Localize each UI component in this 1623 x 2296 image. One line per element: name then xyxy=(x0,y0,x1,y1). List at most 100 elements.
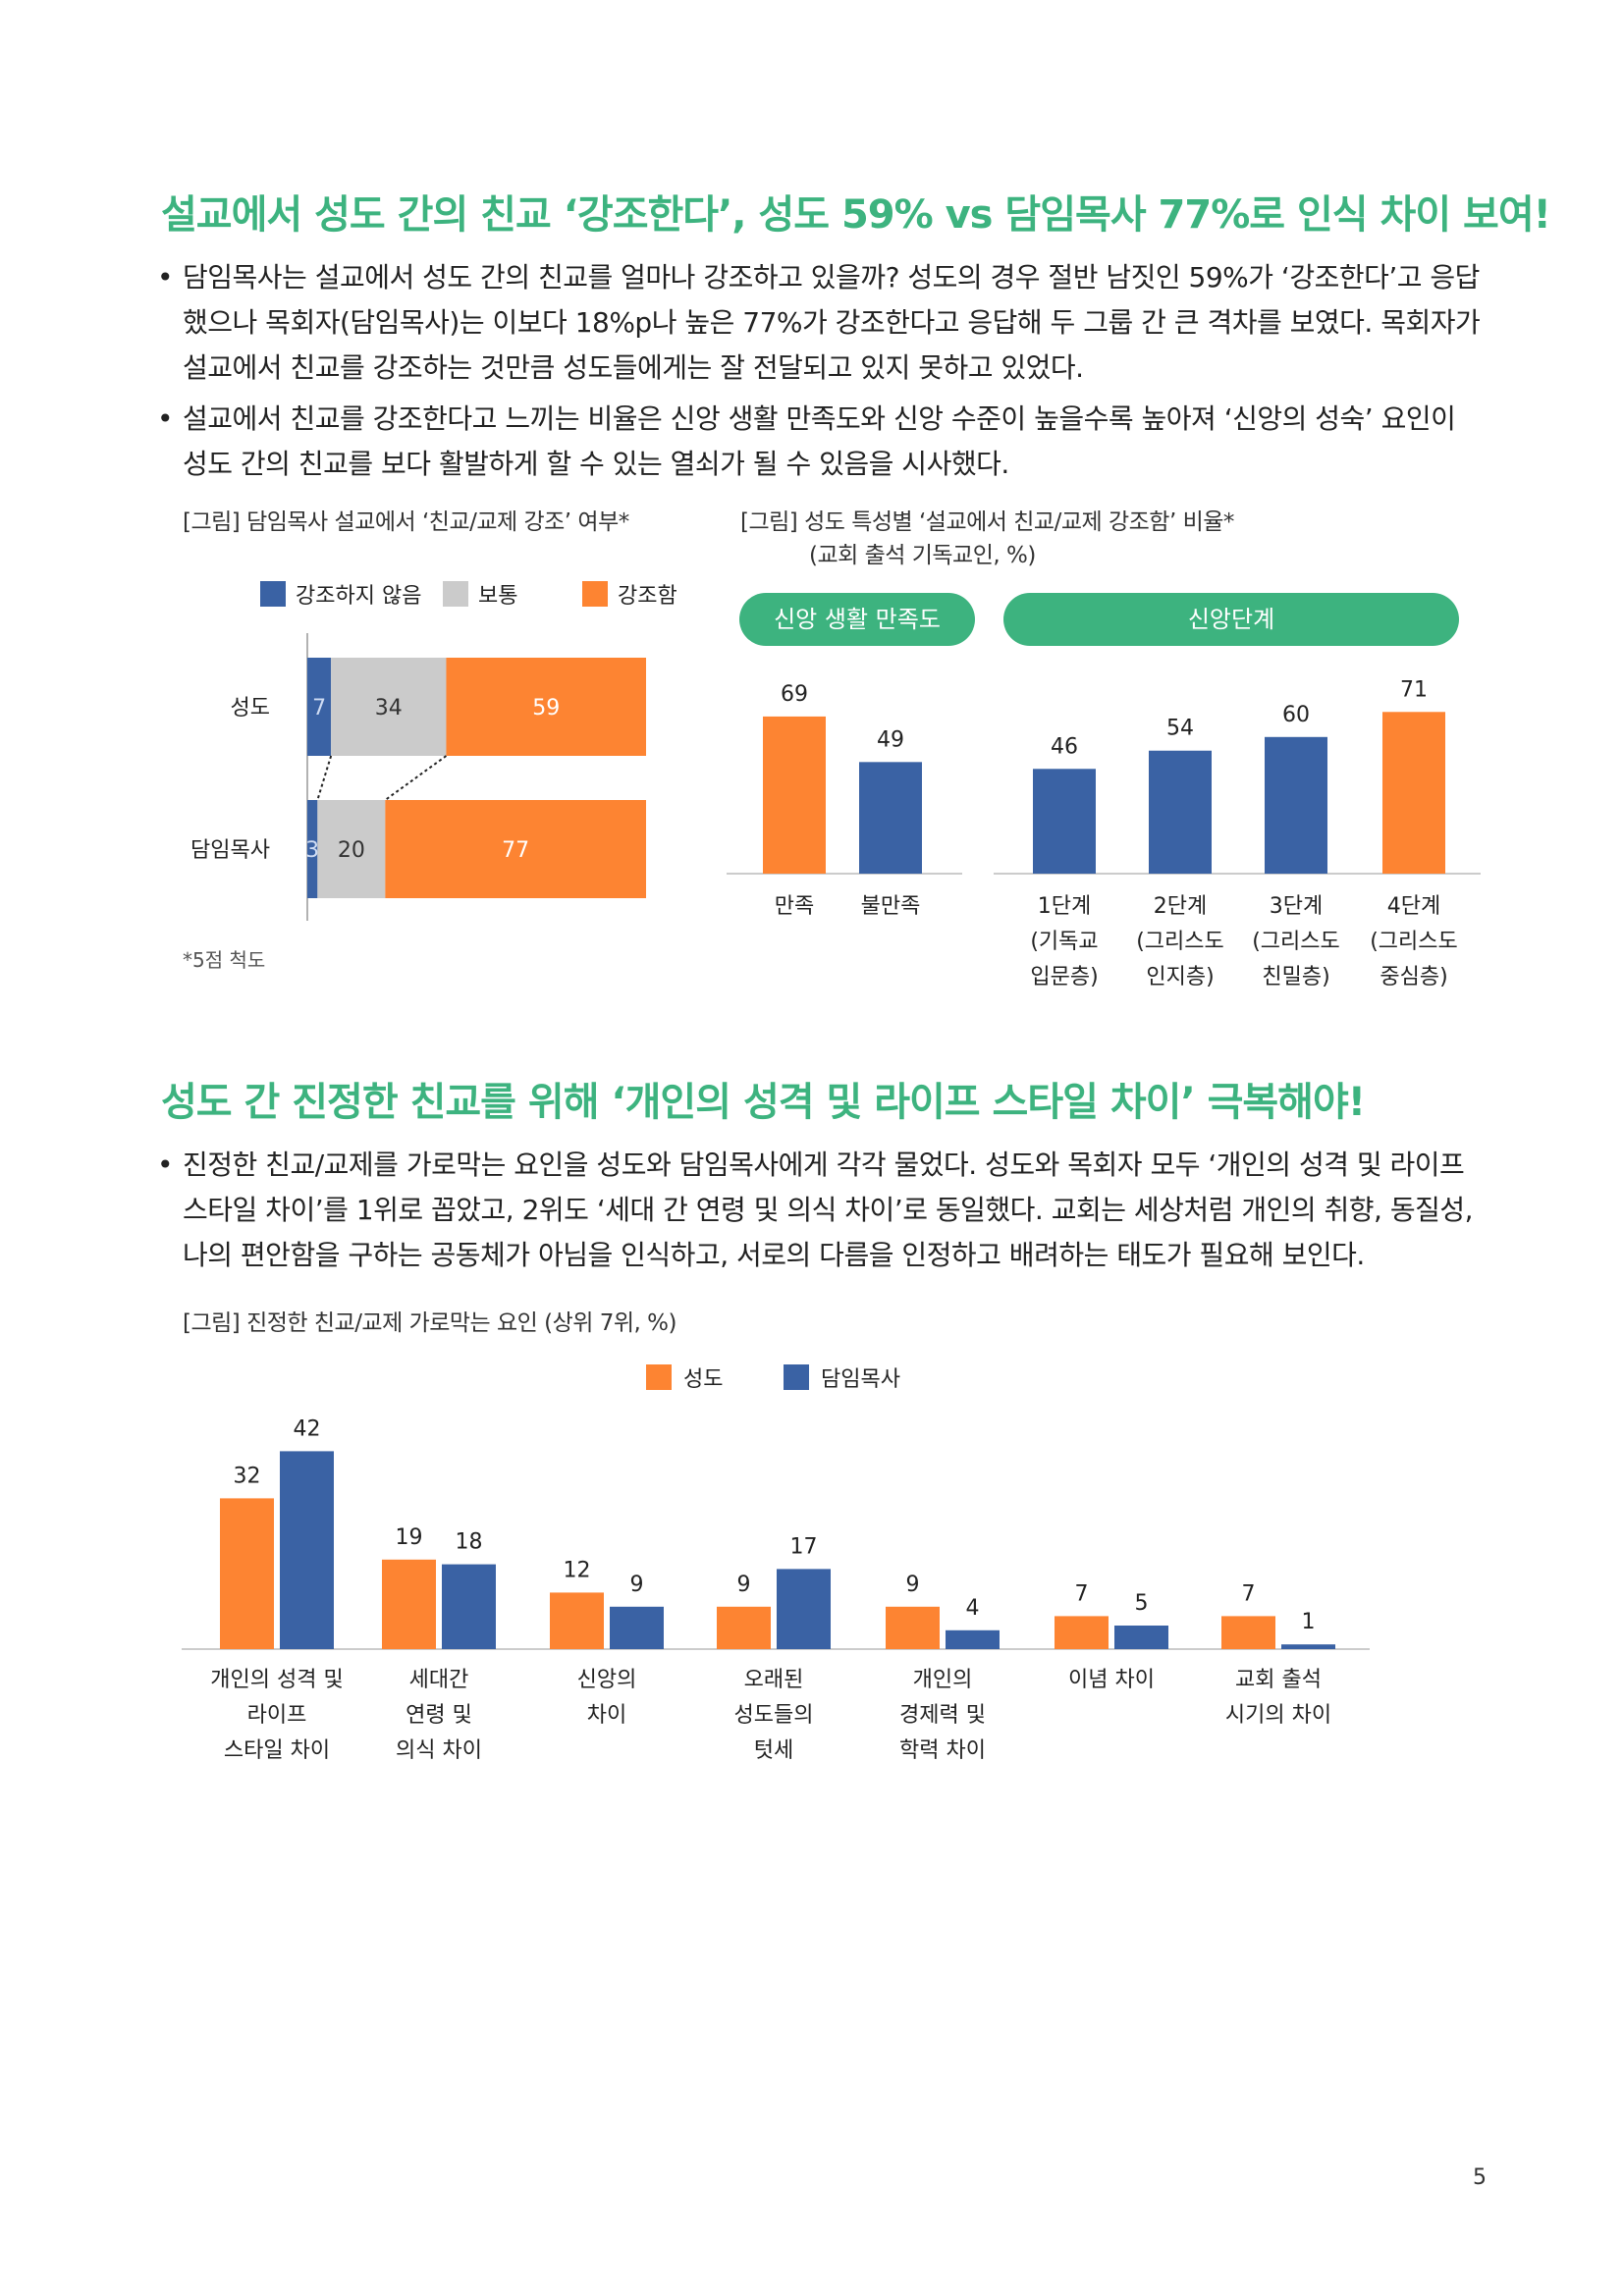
data-label: 7 xyxy=(312,696,326,721)
data-label: 71 xyxy=(1400,677,1428,702)
bullet-text: 진정한 친교/교제를 가로막는 요인을 성도와 담임목사에게 각각 물었다. 성… xyxy=(183,1148,1474,1271)
tick-label: 개인의 경제력 및 학력 차이 xyxy=(899,1668,986,1763)
bar xyxy=(550,1592,604,1649)
data-label: 77 xyxy=(502,838,529,863)
bullet-text: 담임목사는 설교에서 성도 간의 친교를 얼마나 강조하고 있을까? 성도의 경… xyxy=(183,261,1481,384)
figure2-chart: 69 만족 49 불만족 46 1단계 (기독교 입문층) 54 2단계 (그리스도 인지층) 60 3단… xyxy=(727,677,1481,989)
bar-segment xyxy=(307,658,332,756)
bar xyxy=(610,1606,664,1649)
section1-heading: 설교에서 성도 간의 친교 ‘강조한다’, 성도 59% vs 담임목사 77%… xyxy=(161,192,1551,238)
category-label: 성도 xyxy=(231,696,270,721)
data-label: 1 xyxy=(1302,1610,1316,1634)
bar xyxy=(859,762,922,874)
legend-label: 성도 xyxy=(683,1367,723,1392)
legend-swatch xyxy=(784,1364,809,1390)
tick-label: 신앙의 차이 xyxy=(577,1668,637,1728)
bar-segment xyxy=(385,800,646,898)
group-label-faith-stage: 신앙단계 xyxy=(1003,593,1459,646)
tick-label: 만족 xyxy=(775,894,814,919)
data-label: 46 xyxy=(1051,734,1078,759)
data-label: 34 xyxy=(375,696,403,721)
figure1-note: *5점 척도 xyxy=(183,948,266,972)
tick-label: 4단계 (그리스도 중심층) xyxy=(1370,894,1458,989)
bullet-dot: • xyxy=(157,261,174,294)
bar xyxy=(1033,769,1096,874)
figure2-subcaption: (교회 출석 기독교인, %) xyxy=(809,543,1036,568)
group-label-satisfaction: 신앙 생활 만족도 xyxy=(739,593,975,646)
data-label: 42 xyxy=(294,1416,321,1441)
tick-label: 교회 출석 시기의 차이 xyxy=(1225,1668,1331,1728)
page-number: 5 xyxy=(1473,2165,1487,2190)
bar xyxy=(1382,712,1445,874)
bar-segment xyxy=(446,658,646,756)
bullet-dot: • xyxy=(157,1148,174,1181)
data-label: 7 xyxy=(1242,1581,1256,1606)
tick-label: 1단계 (기독교 입문층) xyxy=(1030,894,1098,989)
connector-line xyxy=(384,755,448,801)
data-label: 59 xyxy=(532,696,560,721)
bar xyxy=(1281,1644,1335,1649)
section2-heading: 성도 간 진정한 친교를 위해 ‘개인의 성격 및 라이프 스타일 차이’ 극복… xyxy=(161,1080,1366,1125)
bar xyxy=(763,716,826,874)
legend-label: 강조하지 않음 xyxy=(296,584,421,609)
data-label: 12 xyxy=(564,1558,591,1582)
bar xyxy=(1055,1616,1109,1649)
bar xyxy=(717,1606,771,1649)
data-label: 5 xyxy=(1135,1591,1149,1616)
bullet-text: 설교에서 친교를 강조한다고 느끼는 비율은 신앙 생활 만족도와 신앙 수준이… xyxy=(183,402,1456,480)
data-label: 9 xyxy=(737,1573,751,1597)
data-label: 49 xyxy=(877,727,904,752)
bar xyxy=(1265,736,1327,874)
tick-label: 2단계 (그리스도 인지층) xyxy=(1136,894,1224,989)
category-label: 담임목사 xyxy=(190,838,270,863)
data-label: 3 xyxy=(305,838,319,863)
bar xyxy=(442,1564,496,1649)
bar xyxy=(777,1569,831,1649)
data-label: 9 xyxy=(906,1573,920,1597)
data-label: 4 xyxy=(966,1596,980,1621)
bar-segment xyxy=(307,800,318,898)
tick-label: 불만족 xyxy=(861,894,921,919)
data-label: 54 xyxy=(1166,717,1194,741)
legend-label: 보통 xyxy=(478,584,517,609)
tick-label: 개인의 성격 및 라이프 스타일 차이 xyxy=(210,1668,343,1763)
data-label: 19 xyxy=(396,1525,423,1550)
legend-swatch xyxy=(582,581,608,607)
data-label: 9 xyxy=(630,1573,644,1597)
figure2-caption: [그림] 성도 특성별 ‘설교에서 친교/교제 강조함’ 비율* xyxy=(740,509,1234,535)
data-label: 69 xyxy=(781,682,808,707)
figure3-caption: [그림] 진정한 친교/교제 가로막는 요인 (상위 7위, %) xyxy=(183,1310,677,1336)
legend-swatch xyxy=(260,581,286,607)
bullet-dot: • xyxy=(157,402,174,435)
bar xyxy=(382,1559,436,1649)
bar xyxy=(1149,750,1212,874)
legend-swatch xyxy=(443,581,468,607)
connector-line xyxy=(316,755,333,801)
data-label: 7 xyxy=(1075,1581,1089,1606)
data-label: 20 xyxy=(338,838,365,863)
data-label: 32 xyxy=(234,1464,261,1488)
bar xyxy=(1221,1616,1275,1649)
legend-label: 담임목사 xyxy=(821,1367,900,1392)
section1-bullet-2: • 설교에서 친교를 강조한다고 느끼는 비율은 신앙 생활 만족도와 신앙 수… xyxy=(157,397,1488,487)
legend-label: 강조함 xyxy=(618,584,677,609)
bar xyxy=(220,1498,274,1649)
tick-label: 세대간 연령 및 의식 차이 xyxy=(396,1668,482,1763)
bar xyxy=(280,1451,334,1649)
bar-segment xyxy=(331,658,447,756)
section1-bullet-1: • 담임목사는 설교에서 성도 간의 친교를 얼마나 강조하고 있을까? 성도의… xyxy=(157,255,1488,391)
data-label: 17 xyxy=(790,1534,818,1559)
bar xyxy=(886,1606,940,1649)
tick-label: 3단계 (그리스도 친밀층) xyxy=(1252,894,1340,989)
bar-segment xyxy=(317,800,386,898)
legend-swatch xyxy=(646,1364,672,1390)
figure1-caption: [그림] 담임목사 설교에서 ‘친교/교제 강조’ 여부* xyxy=(183,509,629,535)
data-label: 60 xyxy=(1282,703,1310,727)
bar xyxy=(946,1629,1000,1649)
data-label: 18 xyxy=(456,1530,483,1555)
bar xyxy=(1114,1626,1168,1649)
section2-bullet-1: • 진정한 친교/교제를 가로막는 요인을 성도와 담임목사에게 각각 물었다.… xyxy=(157,1143,1488,1278)
tick-label: 이념 차이 xyxy=(1068,1668,1155,1692)
